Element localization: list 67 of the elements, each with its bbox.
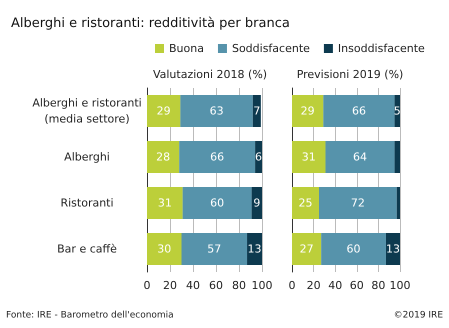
x-tick-label: 100 bbox=[390, 279, 410, 292]
x-tick-label: 60 bbox=[209, 279, 223, 292]
y-tick-label: Alberghi bbox=[64, 150, 110, 164]
data-label: 31 bbox=[302, 150, 316, 164]
x-tick-label: 80 bbox=[232, 279, 246, 292]
bar bbox=[323, 95, 395, 127]
bar bbox=[182, 187, 252, 219]
data-label: 60 bbox=[346, 242, 361, 256]
bar bbox=[319, 187, 397, 219]
data-label: 13 bbox=[248, 242, 262, 256]
data-label: 72 bbox=[350, 196, 365, 210]
bar bbox=[252, 95, 261, 127]
data-label: 7 bbox=[253, 104, 260, 118]
bar bbox=[147, 95, 180, 127]
data-label: 66 bbox=[210, 150, 224, 164]
chart-title: Alberghi e ristoranti: redditività per branca bbox=[11, 16, 290, 31]
bar bbox=[325, 141, 395, 173]
y-tick-label: Ristoranti bbox=[60, 196, 114, 210]
bar bbox=[179, 141, 256, 173]
data-label: 29 bbox=[156, 104, 171, 118]
x-tick-label: 60 bbox=[350, 279, 364, 292]
bar bbox=[247, 233, 262, 265]
x-tick-label: 100 bbox=[252, 279, 272, 292]
bar bbox=[292, 233, 322, 265]
data-label: 9 bbox=[253, 196, 260, 210]
bar bbox=[147, 233, 182, 265]
bar bbox=[394, 141, 400, 173]
bar bbox=[292, 141, 326, 173]
data-label: 31 bbox=[158, 196, 172, 210]
x-tick-label: 40 bbox=[328, 279, 342, 292]
y-tick-label: Bar e caffè bbox=[57, 242, 118, 256]
data-label: 64 bbox=[353, 150, 368, 164]
data-label: 66 bbox=[352, 104, 366, 118]
data-label: 63 bbox=[210, 104, 224, 118]
legend-label: Buona bbox=[169, 42, 204, 55]
data-label: 27 bbox=[300, 242, 314, 256]
text: ©2019 IRE bbox=[394, 310, 444, 320]
x-tick-label: 0 bbox=[144, 279, 150, 292]
chart-subtitle: Valutazioni 2018 (%) bbox=[152, 68, 268, 81]
bar bbox=[252, 187, 262, 219]
source-note: Fonte: IRE - Barometro dell'economia bbox=[6, 310, 174, 320]
data-label: 30 bbox=[157, 242, 172, 256]
legend-label: Insoddisfacente bbox=[338, 42, 426, 55]
data-label: 28 bbox=[156, 150, 170, 164]
bar bbox=[321, 233, 386, 265]
bar bbox=[292, 95, 324, 127]
bar bbox=[147, 187, 183, 219]
chart-subtitle: Previsioni 2019 (%) bbox=[296, 68, 404, 81]
x-tick-label: 80 bbox=[371, 279, 386, 292]
data-label: 5 bbox=[394, 104, 401, 118]
x-tick-label: 20 bbox=[306, 279, 321, 292]
bar bbox=[147, 141, 180, 173]
data-label: 25 bbox=[298, 196, 312, 210]
data-label: 57 bbox=[207, 242, 222, 256]
y-tick-label: Alberghi e ristoranti (media settore) bbox=[32, 96, 142, 126]
x-tick-label: 20 bbox=[163, 279, 177, 292]
legend-label: Soddisfacente bbox=[232, 42, 310, 55]
x-tick-label: 40 bbox=[186, 279, 200, 292]
bar bbox=[180, 95, 253, 127]
bar bbox=[292, 187, 319, 219]
bar bbox=[396, 187, 400, 219]
data-label: 60 bbox=[210, 196, 224, 210]
data-label: 29 bbox=[300, 104, 315, 118]
data-label: 13 bbox=[386, 242, 400, 256]
data-label: 6 bbox=[255, 150, 262, 164]
bar bbox=[182, 233, 248, 265]
x-tick-label: 0 bbox=[288, 279, 296, 292]
